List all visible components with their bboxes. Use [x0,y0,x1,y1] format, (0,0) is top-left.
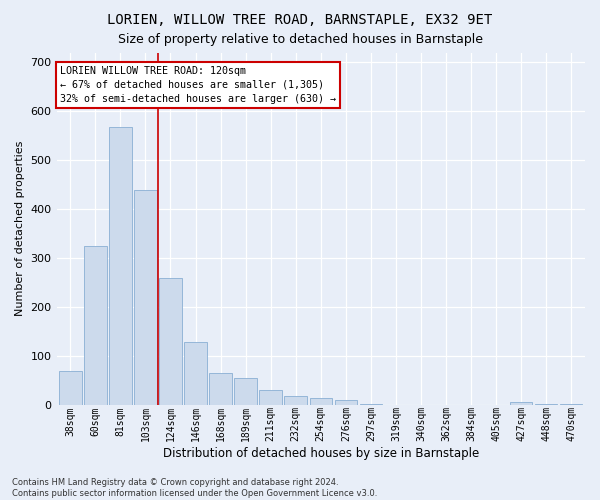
Bar [259,390,282,405]
X-axis label: Distribution of detached houses by size in Barnstaple: Distribution of detached houses by size … [163,447,479,460]
Bar [510,402,532,405]
Bar [560,404,583,405]
Bar [335,400,357,405]
Bar [235,378,257,405]
Text: Size of property relative to detached houses in Barnstaple: Size of property relative to detached ho… [118,32,482,46]
Bar [134,190,157,405]
Bar [535,404,557,405]
Text: Contains HM Land Registry data © Crown copyright and database right 2024.
Contai: Contains HM Land Registry data © Crown c… [12,478,377,498]
Bar [209,373,232,405]
Bar [109,127,131,405]
Bar [184,342,207,405]
Bar [59,370,82,405]
Text: LORIEN, WILLOW TREE ROAD, BARNSTAPLE, EX32 9ET: LORIEN, WILLOW TREE ROAD, BARNSTAPLE, EX… [107,12,493,26]
Y-axis label: Number of detached properties: Number of detached properties [15,141,25,316]
Bar [359,404,382,405]
Text: LORIEN WILLOW TREE ROAD: 120sqm
← 67% of detached houses are smaller (1,305)
32%: LORIEN WILLOW TREE ROAD: 120sqm ← 67% of… [60,66,336,104]
Bar [84,246,107,405]
Bar [284,396,307,405]
Bar [310,398,332,405]
Bar [159,278,182,405]
